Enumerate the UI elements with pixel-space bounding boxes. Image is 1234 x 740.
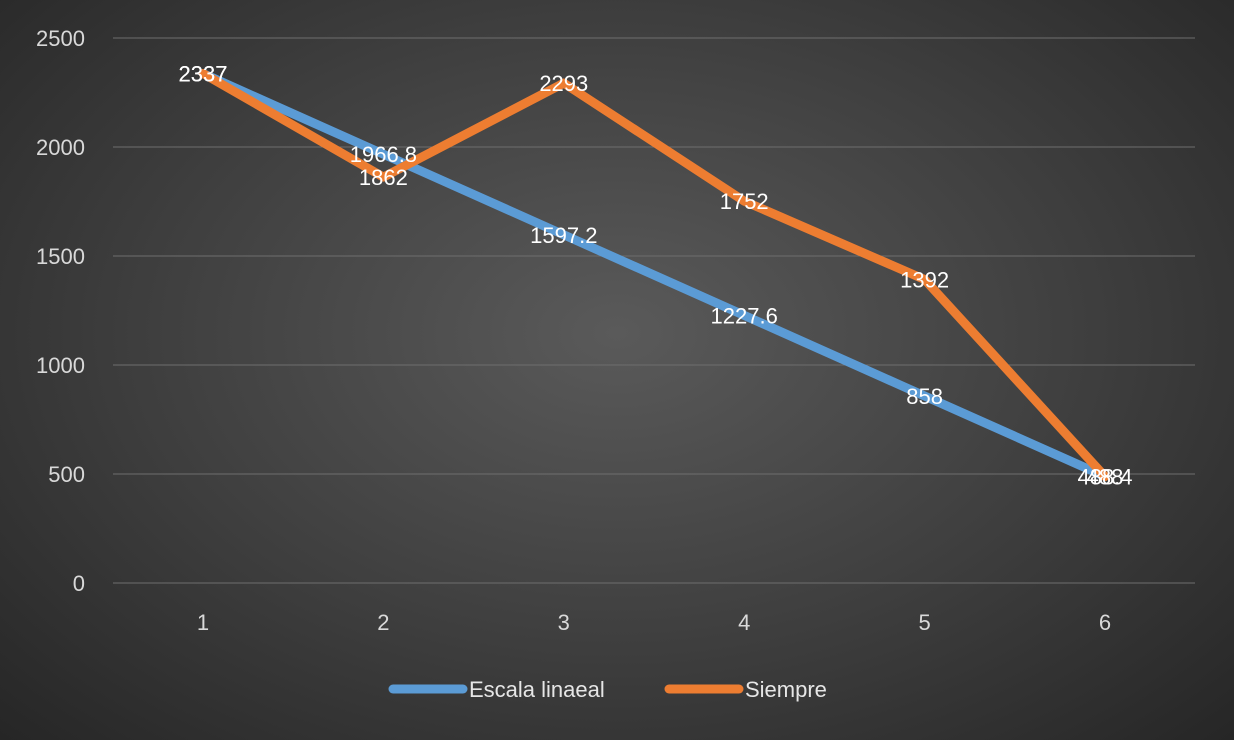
data-label: 2337 <box>179 62 228 87</box>
y-tick-label: 2000 <box>36 135 85 160</box>
data-label: 1966.8 <box>350 142 417 167</box>
data-label: 488.4 <box>1077 465 1132 490</box>
data-label: 1227.6 <box>711 303 778 328</box>
data-label: 858 <box>906 384 943 409</box>
legend: Escala linaeal Siempre <box>388 677 827 702</box>
y-axis-tick-labels: 0 500 1000 1500 2000 2500 <box>36 26 85 596</box>
data-label: 1597.2 <box>530 223 597 248</box>
series-line-2 <box>198 69 1110 482</box>
y-tick-label: 1000 <box>36 353 85 378</box>
y-tick-label: 0 <box>73 571 85 596</box>
data-label: 2293 <box>539 71 588 96</box>
x-tick-label: 5 <box>918 610 930 635</box>
x-tick-label: 6 <box>1099 610 1111 635</box>
data-label: 1752 <box>720 189 769 214</box>
series-line-1 <box>198 69 1110 481</box>
y-tick-label: 2500 <box>36 26 85 51</box>
x-tick-label: 1 <box>197 610 209 635</box>
x-tick-label: 4 <box>738 610 750 635</box>
legend-label: Escala linaeal <box>469 677 605 702</box>
data-label: 1392 <box>900 268 949 293</box>
x-tick-label: 2 <box>377 610 389 635</box>
series-lines <box>198 69 1110 482</box>
x-axis-tick-labels: 1 2 3 4 5 6 <box>197 610 1111 635</box>
legend-label: Siempre <box>745 677 827 702</box>
data-label: 488 <box>1087 465 1124 490</box>
data-label: 1862 <box>359 165 408 190</box>
data-label: 2337 <box>179 62 228 87</box>
y-tick-label: 500 <box>48 462 85 487</box>
x-tick-label: 3 <box>558 610 570 635</box>
data-labels: 23371966.81597.21227.6858488.42337186222… <box>179 62 1133 490</box>
y-tick-label: 1500 <box>36 244 85 269</box>
